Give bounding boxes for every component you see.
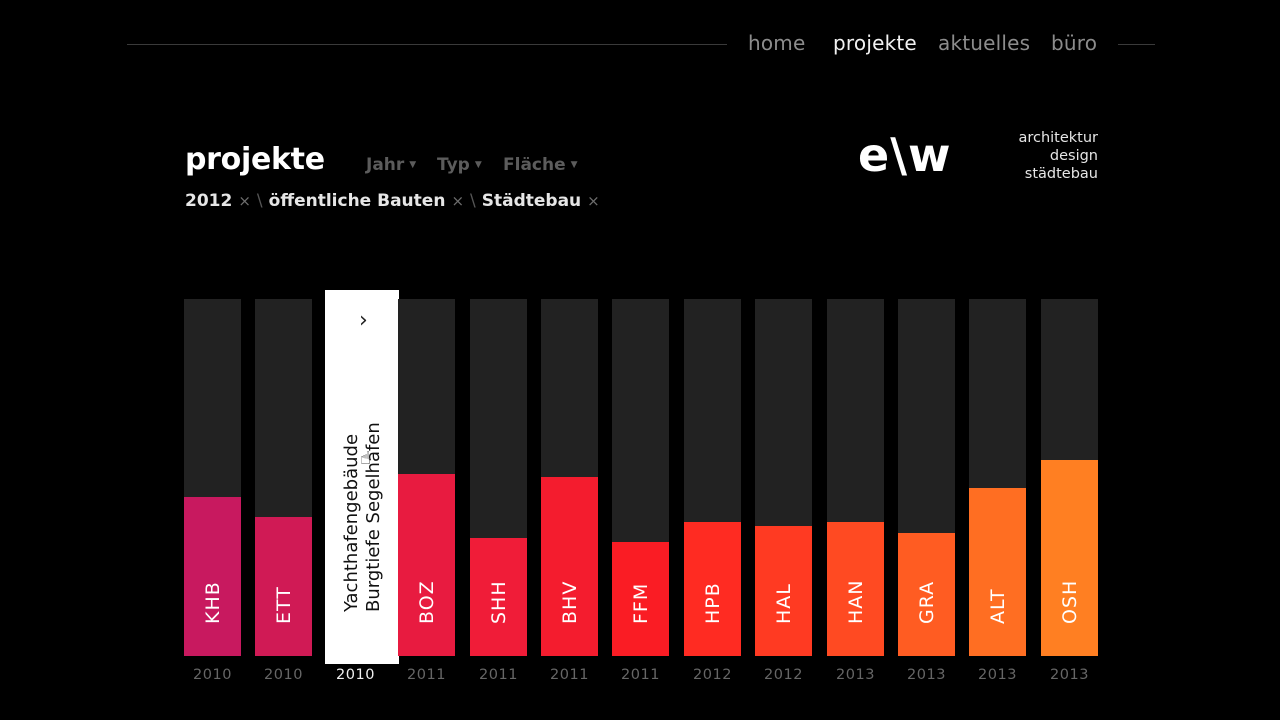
project-bar-khb[interactable]: KHB	[184, 299, 241, 656]
active-filter-year: 2012 ×	[185, 191, 251, 211]
active-filters: 2012 × \ öffentliche Bauten × \ Städtebau ×	[185, 191, 600, 211]
filter-jahr-label: Jahr	[366, 155, 405, 175]
nav-divider-right	[1118, 44, 1155, 45]
filter-separator: \	[256, 191, 263, 211]
active-filter-label: Städtebau	[481, 191, 582, 211]
bar-label: ALT	[986, 588, 1009, 624]
bar-fill: HAL	[755, 526, 812, 656]
bar-label: GRA	[915, 580, 938, 624]
bar-fill: BOZ	[398, 474, 455, 656]
project-bar-alt[interactable]: ALT	[969, 299, 1026, 656]
nav-item-projekte[interactable]: projekte	[833, 31, 917, 55]
bar-fill: HAN	[827, 522, 884, 656]
bar-year-label: 2010	[336, 667, 375, 683]
caret-down-icon: ▼	[474, 160, 482, 170]
bar-label: HAL	[772, 583, 795, 624]
project-bar-hal[interactable]: HAL	[755, 299, 812, 656]
bar-fill: HPB	[684, 522, 741, 656]
filter-jahr[interactable]: Jahr ▼	[366, 155, 416, 175]
remove-filter-icon[interactable]: ×	[587, 192, 600, 210]
bar-label: ETT	[272, 586, 295, 624]
caret-down-icon: ▼	[570, 160, 578, 170]
remove-filter-icon[interactable]: ×	[451, 192, 465, 210]
page-title: projekte	[185, 142, 325, 177]
bar-label: SHH	[487, 580, 510, 624]
bar-year-label: 2011	[621, 667, 660, 683]
bar-fill: ALT	[969, 488, 1026, 656]
project-bar-ffm[interactable]: FFM	[612, 299, 669, 656]
active-filter-label: öffentliche Bauten	[268, 191, 446, 211]
nav-item-aktuelles[interactable]: aktuelles	[938, 31, 1031, 55]
project-name-line: Burgtiefe Segelhafen	[363, 422, 384, 612]
brand-tagline: architektur design städtebau	[1018, 129, 1098, 183]
nav-divider-left	[127, 44, 727, 45]
chevron-right-icon[interactable]: ›	[359, 308, 368, 333]
caret-down-icon: ▼	[409, 160, 417, 170]
project-bar-bhv[interactable]: BHV	[541, 299, 598, 656]
remove-filter-icon[interactable]: ×	[238, 192, 251, 210]
bar-year-label: 2012	[764, 667, 803, 683]
bar-fill: OSH	[1041, 460, 1098, 656]
tagline-line: städtebau	[1024, 166, 1098, 182]
bar-fill: FFM	[612, 542, 669, 656]
active-filter-label: 2012	[185, 191, 233, 211]
bar-fill: BHV	[541, 477, 598, 656]
project-name-line: Yachthafengebäude	[341, 433, 362, 612]
bar-fill: KHB	[184, 497, 241, 656]
bar-year-label: 2010	[193, 667, 232, 683]
filter-typ-label: Typ	[437, 155, 470, 175]
tagline-line: design	[1049, 148, 1098, 164]
bar-year-label: 2013	[978, 667, 1017, 683]
project-bar-boz[interactable]: BOZ	[398, 299, 455, 656]
bar-label: KHB	[201, 581, 224, 624]
selected-project-card[interactable]: Yachthafengebäude Burgtiefe Segelhafen	[325, 290, 399, 664]
active-filter-type: öffentliche Bauten ×	[269, 191, 464, 211]
bar-fill: SHH	[470, 538, 527, 656]
filter-flaeche-label: Fläche	[503, 155, 566, 175]
project-bar-shh[interactable]: SHH	[470, 299, 527, 656]
filter-typ[interactable]: Typ ▼	[437, 155, 482, 175]
bar-year-label: 2011	[479, 667, 518, 683]
nav-item-home[interactable]: home	[748, 31, 806, 55]
bar-year-label: 2013	[836, 667, 875, 683]
bar-year-label: 2011	[550, 667, 589, 683]
filter-separator: \	[470, 191, 476, 211]
bar-year-label: 2011	[407, 667, 446, 683]
bar-label: FFM	[629, 582, 652, 624]
project-bar-gra[interactable]: GRA	[898, 299, 955, 656]
bar-year-label: 2010	[264, 667, 303, 683]
bar-fill: ETT	[255, 517, 312, 656]
bar-label: BOZ	[415, 580, 438, 624]
nav-item-buero[interactable]: büro	[1051, 31, 1098, 55]
active-filter-category: Städtebau ×	[482, 191, 600, 211]
bar-year-label: 2012	[693, 667, 732, 683]
project-bar-ett[interactable]: ETT	[255, 299, 312, 656]
bar-label: BHV	[558, 580, 581, 624]
bar-year-label: 2013	[907, 667, 946, 683]
bar-fill: GRA	[898, 533, 955, 656]
brand-logo[interactable]: e\w	[858, 128, 952, 182]
tagline-line: architektur	[1018, 130, 1098, 146]
project-bar-hpb[interactable]: HPB	[684, 299, 741, 656]
project-bar-osh[interactable]: OSH	[1041, 299, 1098, 656]
project-bar-han[interactable]: HAN	[827, 299, 884, 656]
bar-year-label: 2013	[1050, 667, 1089, 683]
bar-label: HAN	[844, 579, 867, 625]
filter-flaeche[interactable]: Fläche ▼	[503, 155, 578, 175]
bar-label: HPB	[701, 582, 724, 624]
bar-label: OSH	[1058, 579, 1081, 624]
